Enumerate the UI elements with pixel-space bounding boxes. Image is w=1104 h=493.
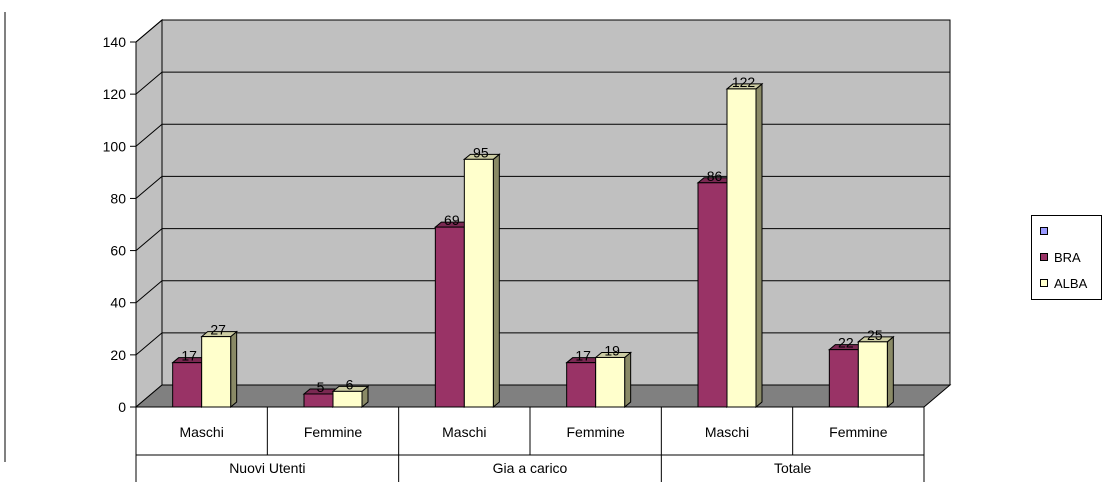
bar-front — [566, 362, 597, 408]
bar-front — [434, 226, 465, 408]
bar-front — [595, 356, 626, 408]
gridline — [135, 280, 950, 304]
y-tick-label: 0 — [118, 399, 126, 415]
legend-label-alba: ALBA — [1054, 275, 1088, 291]
data-label: 6 — [346, 376, 354, 392]
x-category-label: Femmine — [304, 424, 363, 440]
gridlines — [135, 19, 950, 356]
legend-item-series-1 — [1040, 223, 1054, 239]
gridline — [135, 71, 950, 95]
legend-swatch-alba — [1040, 279, 1048, 287]
y-tick-label: 120 — [103, 86, 127, 102]
side-wall — [135, 18, 163, 409]
x-axis: Nuovi Utenti Maschi Femmine Gia a carico Mas… — [135, 407, 925, 482]
data-label: 22 — [838, 335, 854, 351]
x-category-label: Maschi — [705, 424, 749, 440]
bar-front — [463, 158, 494, 408]
y-tick-label: 140 — [103, 34, 127, 50]
y-axis: 0 20 40 60 80 100 120 140 — [103, 34, 137, 415]
gridline — [135, 19, 950, 43]
bar-alba-5 — [856, 335, 895, 409]
legend-label-bra: BRA — [1054, 249, 1081, 265]
y-tick-label: 60 — [110, 243, 126, 259]
bar-alba-2 — [462, 153, 501, 409]
x-category-label: Femmine — [566, 424, 625, 440]
bar-side — [755, 82, 763, 409]
y-tick-label: 100 — [103, 138, 127, 154]
bar-front — [172, 362, 203, 408]
bar-alba-0 — [200, 330, 239, 409]
y-tick-label: 20 — [110, 347, 126, 363]
bar-alba-4 — [725, 82, 764, 409]
data-label: 5 — [317, 379, 325, 395]
bars — [171, 82, 895, 409]
bar-front — [332, 390, 363, 408]
x-group-label: Gia a carico — [493, 460, 568, 476]
gridline — [135, 123, 950, 147]
x-category-label: Maschi — [442, 424, 486, 440]
data-labels: 17 27 5 6 69 95 17 19 86 122 22 25 — [181, 74, 882, 395]
legend-item-alba: ALBA — [1040, 275, 1087, 291]
data-label: 69 — [444, 212, 460, 228]
gridline — [135, 228, 950, 251]
x-group-label: Totale — [774, 460, 812, 476]
data-label: 25 — [867, 327, 883, 343]
back-wall — [161, 19, 951, 386]
bar-front — [828, 349, 859, 408]
data-label: 95 — [473, 144, 489, 160]
legend-swatch-bra — [1040, 253, 1048, 261]
chart-walls — [134, 18, 952, 409]
bar-side — [886, 335, 894, 409]
floor — [134, 384, 952, 408]
data-label: 19 — [604, 342, 620, 358]
x-category-label: Femmine — [829, 424, 888, 440]
bar-alba-1 — [331, 385, 370, 409]
bar-front — [201, 336, 232, 408]
bar-side — [230, 330, 238, 409]
data-label: 27 — [210, 322, 226, 338]
data-label: 17 — [575, 348, 591, 364]
gridline — [135, 332, 950, 356]
gridline — [135, 175, 950, 199]
legend: BRA ALBA — [1031, 215, 1102, 300]
bar-front — [726, 88, 757, 408]
bar-front — [303, 393, 334, 408]
bar-front — [857, 341, 888, 408]
data-label: 86 — [707, 168, 723, 184]
data-label: 122 — [732, 74, 756, 90]
bar-front — [697, 182, 728, 408]
x-category-label: Maschi — [179, 424, 223, 440]
legend-item-bra: BRA — [1040, 249, 1081, 265]
y-tick-label: 80 — [110, 190, 126, 206]
data-label: 17 — [181, 348, 197, 364]
legend-swatch-series-1 — [1040, 227, 1048, 235]
y-tick-label: 40 — [110, 295, 126, 311]
bar-side — [624, 351, 632, 409]
bar-alba-3 — [594, 351, 633, 409]
x-group-label: Nuovi Utenti — [229, 460, 305, 476]
bar-side — [492, 153, 500, 409]
